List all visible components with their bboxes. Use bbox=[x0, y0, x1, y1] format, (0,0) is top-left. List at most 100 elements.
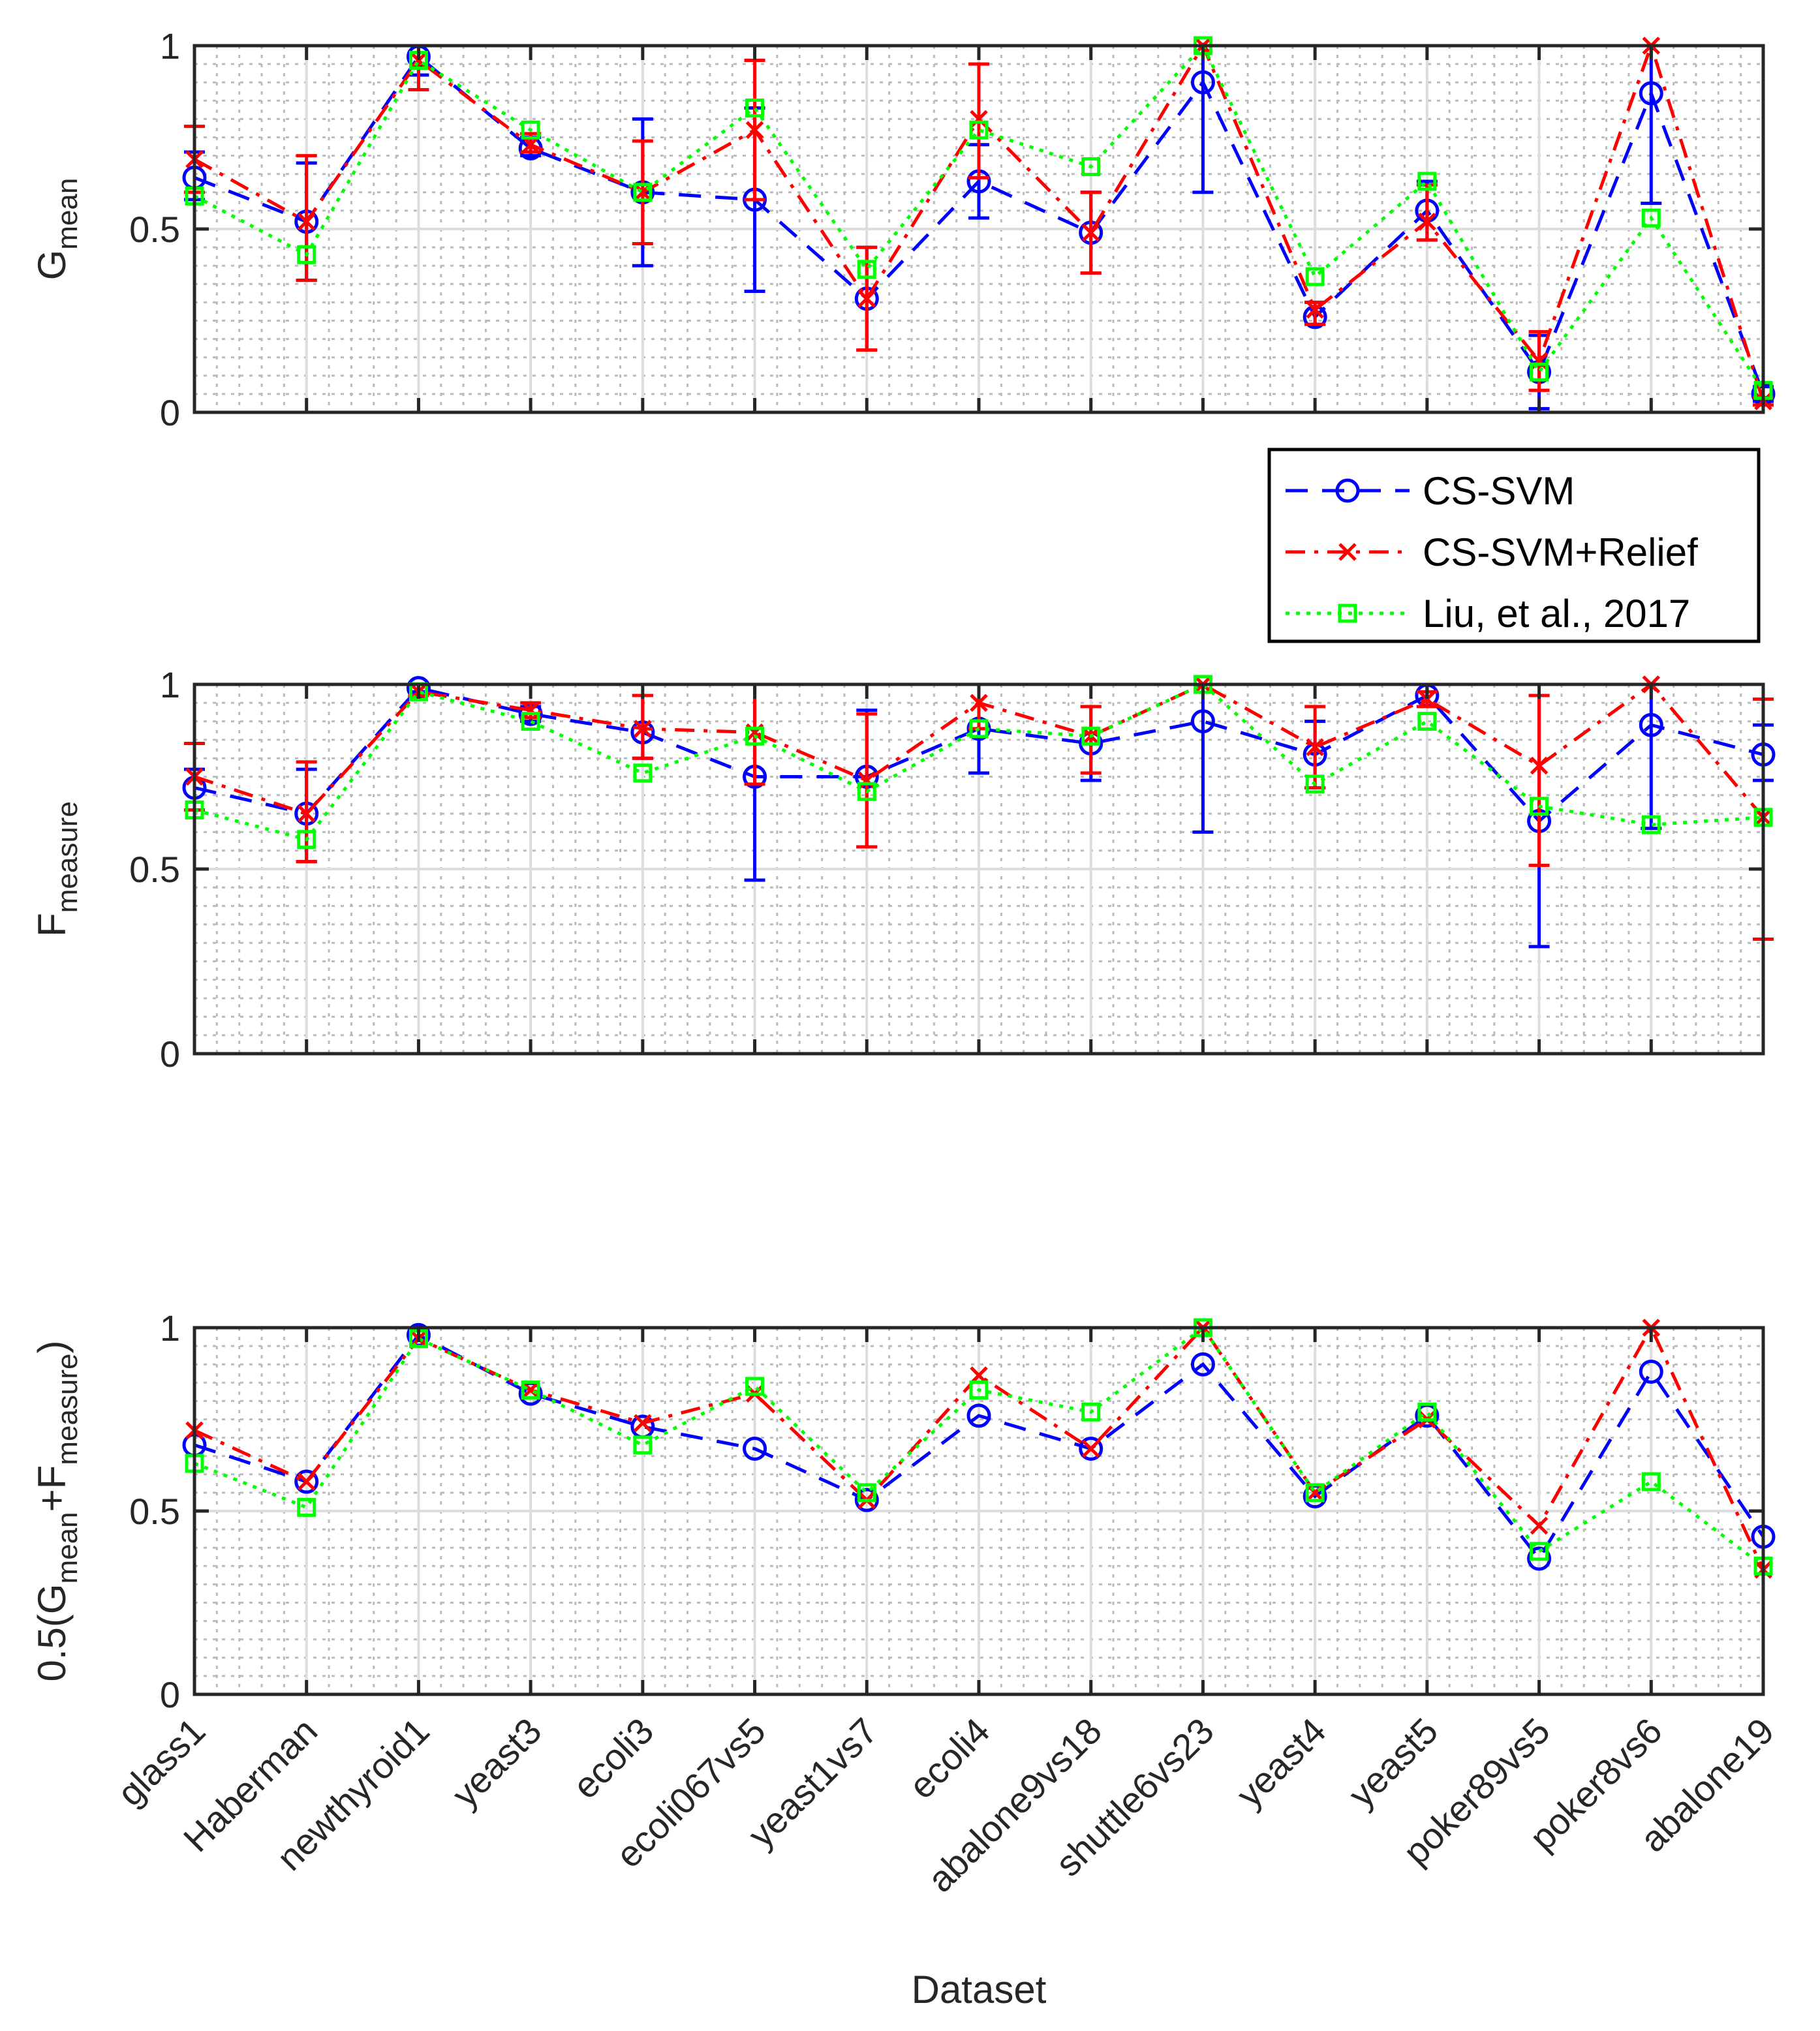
data-point bbox=[1306, 300, 1324, 319]
data-point bbox=[1417, 1402, 1437, 1422]
data-point bbox=[297, 804, 316, 823]
data-point bbox=[745, 726, 765, 746]
data-point bbox=[857, 260, 876, 279]
data-point bbox=[1530, 1516, 1549, 1535]
data-point bbox=[1639, 1359, 1663, 1384]
data-point bbox=[294, 1469, 319, 1494]
data-point bbox=[521, 1381, 540, 1399]
data-point bbox=[969, 120, 989, 140]
data-point bbox=[297, 1497, 316, 1517]
y-tick-label: 0 bbox=[160, 1674, 180, 1715]
x-tick-label: ecoli3 bbox=[564, 1710, 661, 1807]
data-point bbox=[1081, 1402, 1101, 1422]
data-point bbox=[1417, 712, 1437, 731]
data-point bbox=[1639, 81, 1663, 106]
data-point bbox=[1530, 797, 1549, 816]
legend-marker bbox=[1338, 603, 1357, 623]
x-tick-label: yeast5 bbox=[1340, 1710, 1445, 1815]
data-point bbox=[857, 290, 876, 308]
data-point bbox=[1418, 212, 1436, 231]
data-point bbox=[297, 212, 316, 231]
data-point bbox=[854, 1488, 879, 1512]
legend-label: CS-SVM+Relief bbox=[1423, 530, 1698, 574]
data-point bbox=[1305, 1483, 1325, 1503]
error-bar bbox=[296, 154, 317, 283]
data-point bbox=[409, 51, 428, 70]
data-point bbox=[970, 110, 988, 129]
data-point bbox=[521, 712, 540, 731]
legend-item: CS-SVM+Relief bbox=[1286, 530, 1698, 574]
data-point bbox=[633, 1435, 653, 1455]
data-point bbox=[1081, 157, 1101, 176]
series-line bbox=[194, 682, 1764, 842]
data-point bbox=[633, 183, 653, 202]
data-point bbox=[969, 1381, 989, 1400]
data-point bbox=[745, 121, 764, 140]
data-point bbox=[970, 694, 988, 712]
y-tick-label: 0.5 bbox=[129, 209, 180, 250]
data-point bbox=[521, 120, 540, 140]
y-tick-label: 0 bbox=[160, 1033, 180, 1075]
data-point bbox=[1190, 709, 1215, 734]
y-tick-label: 0.5 bbox=[129, 1491, 180, 1532]
data-point bbox=[1417, 172, 1437, 191]
data-point bbox=[633, 763, 653, 783]
data-point bbox=[1079, 1436, 1103, 1461]
panel-1: 0 0.5 1 Gmean bbox=[30, 25, 1776, 433]
y-tick-label: 1 bbox=[160, 1307, 180, 1349]
data-point bbox=[1305, 267, 1325, 286]
y-axis-label: Fmeasure bbox=[30, 801, 84, 937]
series-line bbox=[193, 1324, 1765, 1570]
legend-label: CS-SVM bbox=[1423, 469, 1575, 513]
data-point bbox=[745, 99, 765, 118]
data-point bbox=[297, 245, 316, 264]
y-tick-label: 0.5 bbox=[129, 849, 180, 890]
data-point bbox=[1641, 208, 1661, 228]
x-tick-label: glass1 bbox=[109, 1710, 213, 1814]
data-point bbox=[1190, 70, 1215, 95]
data-point bbox=[745, 1377, 765, 1396]
data-point bbox=[1641, 815, 1661, 834]
legend-marker bbox=[1335, 478, 1360, 503]
data-point bbox=[966, 1403, 991, 1428]
x-tick-label: yeast4 bbox=[1228, 1710, 1333, 1815]
data-point bbox=[1641, 1472, 1661, 1491]
y-axis-label: 0.5(Gmean+Fmeasure) bbox=[30, 1340, 84, 1681]
legend-item: CS-SVM bbox=[1286, 469, 1575, 513]
y-tick-label: 1 bbox=[160, 664, 180, 705]
error-bar bbox=[1080, 705, 1102, 775]
data-point bbox=[857, 782, 876, 801]
data-point bbox=[634, 1414, 652, 1432]
data-point bbox=[1530, 756, 1549, 775]
data-point bbox=[969, 719, 989, 739]
series-line bbox=[194, 1325, 1765, 1568]
data-point bbox=[1190, 1352, 1215, 1377]
legend-item: Liu, et al., 2017 bbox=[1286, 592, 1690, 635]
data-point bbox=[297, 1473, 316, 1491]
data-point bbox=[1305, 774, 1325, 794]
data-point bbox=[857, 771, 876, 789]
y-tick-label: 1 bbox=[160, 25, 180, 67]
data-point bbox=[521, 1381, 540, 1400]
y-tick-label: 0 bbox=[160, 392, 180, 433]
x-axis-label: Dataset bbox=[912, 1968, 1047, 2011]
x-tick-label: ecoli4 bbox=[901, 1710, 997, 1807]
data-point bbox=[297, 830, 316, 849]
data-point bbox=[1530, 362, 1549, 382]
data-point bbox=[1527, 1546, 1552, 1571]
panel-2: 0 0.5 1 Fmeasure bbox=[30, 664, 1776, 1075]
legend-label: Liu, et al., 2017 bbox=[1423, 592, 1690, 635]
series-line bbox=[194, 54, 1765, 395]
data-point bbox=[1306, 738, 1324, 756]
data-point bbox=[1418, 690, 1436, 709]
panel-3: 0 0.5 1 0.5(Gmean+Fmeasure) bbox=[30, 1307, 1776, 1715]
data-point bbox=[1081, 726, 1101, 746]
y-axis-label: Gmean bbox=[30, 178, 84, 281]
data-point bbox=[1530, 1542, 1549, 1561]
data-point bbox=[857, 1483, 876, 1503]
x-tick-label: yeast3 bbox=[444, 1710, 549, 1815]
data-point bbox=[521, 701, 540, 720]
legend-marker bbox=[1338, 543, 1357, 561]
data-point bbox=[1081, 1439, 1100, 1458]
